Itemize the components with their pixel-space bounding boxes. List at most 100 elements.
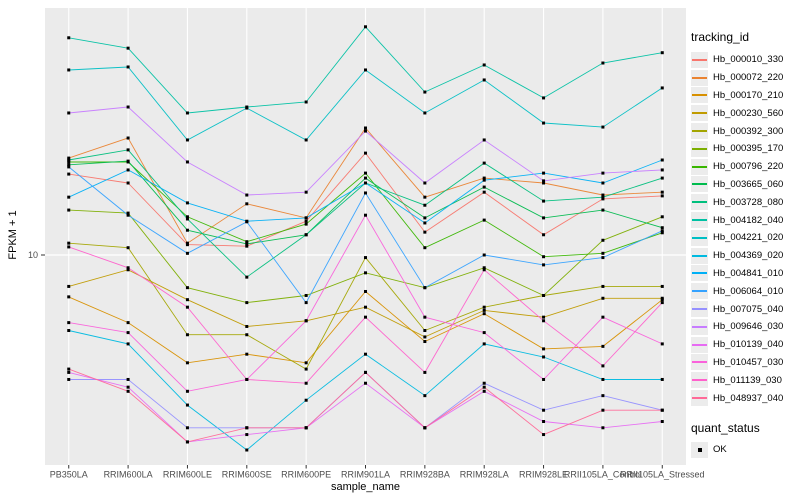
legend-key-line-icon bbox=[692, 272, 707, 275]
legend-item: Hb_003728_080 bbox=[691, 193, 799, 211]
data-point bbox=[601, 193, 605, 197]
data-point bbox=[542, 377, 546, 381]
data-point bbox=[67, 36, 71, 40]
legend-item-label: Hb_011139_030 bbox=[713, 374, 782, 386]
data-point bbox=[364, 176, 367, 180]
legend-key bbox=[691, 69, 708, 86]
data-point bbox=[482, 161, 486, 165]
data-point bbox=[245, 377, 249, 381]
x-tick-label: RRII105LA_Control bbox=[564, 470, 642, 480]
data-point bbox=[67, 377, 71, 381]
legend-item-label: Hb_004182_040 bbox=[713, 214, 784, 226]
data-point bbox=[126, 181, 130, 185]
data-point bbox=[423, 315, 427, 319]
data-point bbox=[660, 296, 664, 300]
data-point bbox=[304, 138, 308, 142]
legend-key-line-icon bbox=[692, 290, 707, 293]
data-point bbox=[304, 381, 308, 385]
data-point bbox=[364, 25, 367, 29]
data-point bbox=[423, 246, 427, 250]
legend-item: Hb_010139_040 bbox=[691, 336, 799, 354]
data-point bbox=[482, 385, 486, 389]
x-tick-label: RRIM600SE bbox=[222, 470, 272, 480]
data-point bbox=[185, 217, 189, 221]
data-point bbox=[660, 408, 664, 412]
legend-item: Hb_003665_060 bbox=[691, 176, 799, 194]
x-tick-label: RRIM928BA bbox=[400, 470, 450, 480]
data-point bbox=[482, 381, 486, 385]
legend-key-line-icon bbox=[692, 112, 707, 115]
data-point bbox=[364, 68, 367, 72]
data-point bbox=[304, 361, 308, 365]
data-point bbox=[423, 181, 427, 185]
legend-key bbox=[691, 140, 708, 157]
legend-item-label: Hb_000010_330 bbox=[713, 54, 784, 66]
legend-key bbox=[691, 105, 708, 122]
legend-item: Hb_006064_010 bbox=[691, 282, 799, 300]
data-point bbox=[126, 213, 130, 217]
quant-status-title: quant_status bbox=[691, 420, 760, 435]
data-point bbox=[542, 433, 546, 437]
data-point bbox=[542, 255, 546, 259]
legend-key bbox=[691, 212, 708, 229]
data-point bbox=[423, 329, 427, 333]
legend-key-line-icon bbox=[692, 343, 707, 346]
legend-item: Hb_000230_560 bbox=[691, 104, 799, 122]
data-point bbox=[304, 319, 308, 323]
data-point bbox=[660, 168, 664, 172]
data-point bbox=[245, 220, 249, 224]
legend-key bbox=[691, 372, 708, 389]
data-point bbox=[542, 121, 546, 125]
data-point bbox=[304, 301, 308, 305]
data-point bbox=[126, 105, 130, 109]
data-point bbox=[542, 263, 546, 267]
data-point bbox=[542, 179, 546, 183]
data-point bbox=[67, 284, 71, 288]
legend-item-label: Hb_000392_300 bbox=[713, 125, 784, 137]
legend-key bbox=[691, 194, 708, 211]
data-point bbox=[423, 394, 427, 398]
black-square-point-icon bbox=[697, 447, 702, 452]
data-point bbox=[304, 216, 308, 220]
data-point bbox=[67, 295, 71, 299]
data-point bbox=[542, 181, 546, 185]
legend-key bbox=[691, 158, 708, 175]
x-tick-label: PB350LA bbox=[50, 470, 88, 480]
data-point bbox=[423, 340, 427, 344]
legend-item: Hb_004841_010 bbox=[691, 265, 799, 283]
data-point bbox=[601, 251, 605, 255]
data-point bbox=[67, 241, 71, 245]
data-point bbox=[67, 158, 71, 162]
legend-item: Hb_000392_300 bbox=[691, 122, 799, 140]
data-point bbox=[482, 312, 486, 316]
data-point bbox=[660, 377, 664, 381]
data-point bbox=[67, 160, 71, 164]
data-point bbox=[245, 352, 249, 356]
data-point bbox=[660, 215, 664, 219]
data-point bbox=[601, 181, 605, 185]
data-point bbox=[185, 228, 189, 232]
legend-key bbox=[691, 301, 708, 318]
data-point bbox=[601, 61, 605, 65]
data-point bbox=[542, 420, 546, 424]
data-point bbox=[423, 111, 427, 115]
data-point bbox=[126, 268, 130, 272]
legend-key bbox=[691, 123, 708, 140]
data-point bbox=[542, 319, 546, 323]
data-point bbox=[423, 221, 427, 225]
data-point bbox=[245, 433, 249, 437]
data-point bbox=[601, 296, 605, 300]
data-point bbox=[364, 129, 367, 133]
legend-item-label: Hb_004221_020 bbox=[713, 232, 784, 244]
data-point bbox=[185, 333, 189, 337]
data-point bbox=[126, 266, 130, 270]
data-point bbox=[67, 321, 71, 325]
data-point bbox=[126, 377, 130, 381]
legend-key-line-icon bbox=[692, 325, 707, 328]
x-axis-title: sample_name bbox=[330, 481, 401, 493]
data-point bbox=[245, 202, 249, 206]
data-point bbox=[364, 181, 367, 185]
legend-key bbox=[691, 229, 708, 246]
legend-key-line-icon bbox=[692, 147, 707, 150]
